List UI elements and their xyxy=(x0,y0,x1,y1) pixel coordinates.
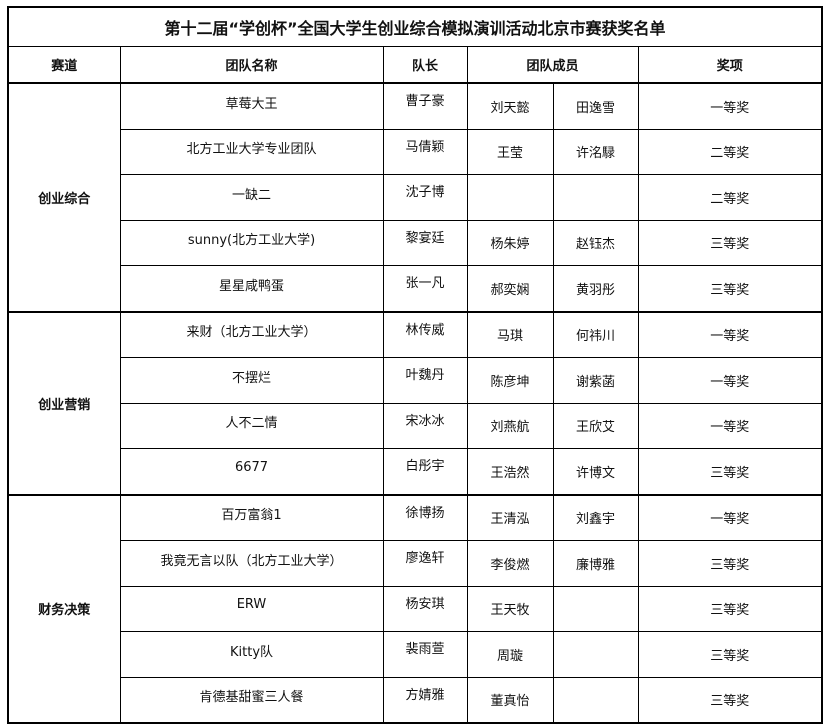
award-cell: 三等奖 xyxy=(637,585,823,632)
member-cell: 田逸雪 xyxy=(552,82,639,130)
team-cell: 一缺二 xyxy=(119,174,384,221)
member-cell: 董真怡 xyxy=(466,676,554,724)
captain-cell: 曹子豪 xyxy=(382,82,468,130)
track-cell: 创业营销 xyxy=(7,310,121,495)
award-cell: 二等奖 xyxy=(637,128,823,175)
member-cell: 刘鑫宇 xyxy=(552,493,639,541)
member-cell xyxy=(552,676,639,724)
member-cell: 廉博雅 xyxy=(552,540,639,587)
member-cell: 谢紫菡 xyxy=(552,357,639,404)
captain-cell: 黎宴廷 xyxy=(382,219,468,266)
track-cell: 创业综合 xyxy=(7,82,121,312)
table-title: 第十二届“学创杯”全国大学生创业综合模拟演训活动北京市赛获奖名单 xyxy=(7,6,823,47)
member-cell: 刘天懿 xyxy=(466,82,554,130)
member-cell: 马琪 xyxy=(466,310,554,358)
captain-cell: 沈子博 xyxy=(382,174,468,221)
team-cell: 北方工业大学专业团队 xyxy=(119,128,384,175)
team-cell: 6677 xyxy=(119,448,384,495)
header-members: 团队成员 xyxy=(466,46,639,84)
member-cell: 王浩然 xyxy=(466,448,554,495)
table-row: 一缺二 沈子博 二等奖 xyxy=(8,174,823,221)
header-track: 赛道 xyxy=(7,46,121,84)
team-cell: 肯德基甜蜜三人餐 xyxy=(119,676,384,724)
member-cell xyxy=(552,631,639,678)
team-cell: 人不二情 xyxy=(119,402,384,449)
member-cell: 许博文 xyxy=(552,448,639,495)
member-cell xyxy=(552,174,639,221)
member-cell: 黄羽彤 xyxy=(552,265,639,312)
team-cell: 草莓大王 xyxy=(119,82,384,130)
table-row: sunny(北方工业大学) 黎宴廷 杨朱婷 赵钰杰 三等奖 xyxy=(8,219,823,266)
table-row: 创业营销 来财（北方工业大学） 林传威 马琪 何祎川 一等奖 xyxy=(7,310,823,495)
captain-cell: 林传威 xyxy=(382,310,468,358)
award-cell: 一等奖 xyxy=(637,402,823,449)
member-cell: 许洺騄 xyxy=(552,128,639,175)
award-cell: 三等奖 xyxy=(637,676,823,724)
award-table: 第十二届“学创杯”全国大学生创业综合模拟演训活动北京市赛获奖名单 赛道 团队名称… xyxy=(7,6,823,724)
table-row: 创业综合 草莓大王 曹子豪 刘天懿 田逸雪 一等奖 xyxy=(7,82,823,312)
award-cell: 一等奖 xyxy=(637,357,823,404)
captain-cell: 方婧雅 xyxy=(382,676,468,724)
table-row: 6677 白彤宇 王浩然 许博文 三等奖 xyxy=(8,448,823,495)
member-cell: 杨朱婷 xyxy=(466,219,554,266)
header-team: 团队名称 xyxy=(119,46,384,84)
member-cell: 刘燕航 xyxy=(466,402,554,449)
team-cell: 星星咸鸭蛋 xyxy=(119,265,384,312)
team-cell: 不摆烂 xyxy=(119,357,384,404)
captain-cell: 白彤宇 xyxy=(382,448,468,495)
member-cell: 王欣艾 xyxy=(552,402,639,449)
team-cell: Kitty队 xyxy=(119,631,384,678)
captain-cell: 杨安琪 xyxy=(382,585,468,632)
table-row: 我竟无言以队（北方工业大学） 廖逸轩 李俊燃 廉博雅 三等奖 xyxy=(8,540,823,587)
award-cell: 三等奖 xyxy=(637,219,823,266)
track-cell: 财务决策 xyxy=(7,493,121,724)
award-cell: 三等奖 xyxy=(637,265,823,312)
table-row: Kitty队 裴雨萱 周璇 三等奖 xyxy=(8,631,823,678)
award-cell: 三等奖 xyxy=(637,448,823,495)
table-row: 人不二情 宋冰冰 刘燕航 王欣艾 一等奖 xyxy=(8,402,823,449)
award-cell: 一等奖 xyxy=(637,310,823,358)
member-cell: 陈彦坤 xyxy=(466,357,554,404)
member-cell: 郝奕娴 xyxy=(466,265,554,312)
member-cell xyxy=(466,174,554,221)
captain-cell: 叶魏丹 xyxy=(382,357,468,404)
table-row: 星星咸鸭蛋 张一凡 郝奕娴 黄羽彤 三等奖 xyxy=(8,265,823,312)
member-cell: 赵钰杰 xyxy=(552,219,639,266)
header-award: 奖项 xyxy=(637,46,823,84)
award-cell: 二等奖 xyxy=(637,174,823,221)
team-cell: 我竟无言以队（北方工业大学） xyxy=(119,540,384,587)
team-cell: 百万富翁1 xyxy=(119,493,384,541)
table-row: 不摆烂 叶魏丹 陈彦坤 谢紫菡 一等奖 xyxy=(8,357,823,404)
captain-cell: 张一凡 xyxy=(382,265,468,312)
member-cell: 李俊燃 xyxy=(466,540,554,587)
member-cell xyxy=(552,585,639,632)
team-cell: sunny(北方工业大学) xyxy=(119,219,384,266)
captain-cell: 裴雨萱 xyxy=(382,631,468,678)
table-row: 肯德基甜蜜三人餐 方婧雅 董真怡 三等奖 xyxy=(8,676,823,724)
header-captain: 队长 xyxy=(382,46,468,84)
member-cell: 周璇 xyxy=(466,631,554,678)
award-cell: 一等奖 xyxy=(637,493,823,541)
captain-cell: 马倩颖 xyxy=(382,128,468,175)
team-cell: 来财（北方工业大学） xyxy=(119,310,384,358)
captain-cell: 宋冰冰 xyxy=(382,402,468,449)
captain-cell: 徐博扬 xyxy=(382,493,468,541)
member-cell: 何祎川 xyxy=(552,310,639,358)
table-row: ERW 杨安琪 王天牧 三等奖 xyxy=(8,585,823,632)
team-cell: ERW xyxy=(119,585,384,632)
member-cell: 王清泓 xyxy=(466,493,554,541)
table-row: 财务决策 百万富翁1 徐博扬 王清泓 刘鑫宇 一等奖 xyxy=(7,493,823,724)
member-cell: 王天牧 xyxy=(466,585,554,632)
member-cell: 王莹 xyxy=(466,128,554,175)
table-row: 北方工业大学专业团队 马倩颖 王莹 许洺騄 二等奖 xyxy=(8,128,823,175)
award-cell: 一等奖 xyxy=(637,82,823,130)
award-cell: 三等奖 xyxy=(637,631,823,678)
captain-cell: 廖逸轩 xyxy=(382,540,468,587)
award-cell: 三等奖 xyxy=(637,540,823,587)
